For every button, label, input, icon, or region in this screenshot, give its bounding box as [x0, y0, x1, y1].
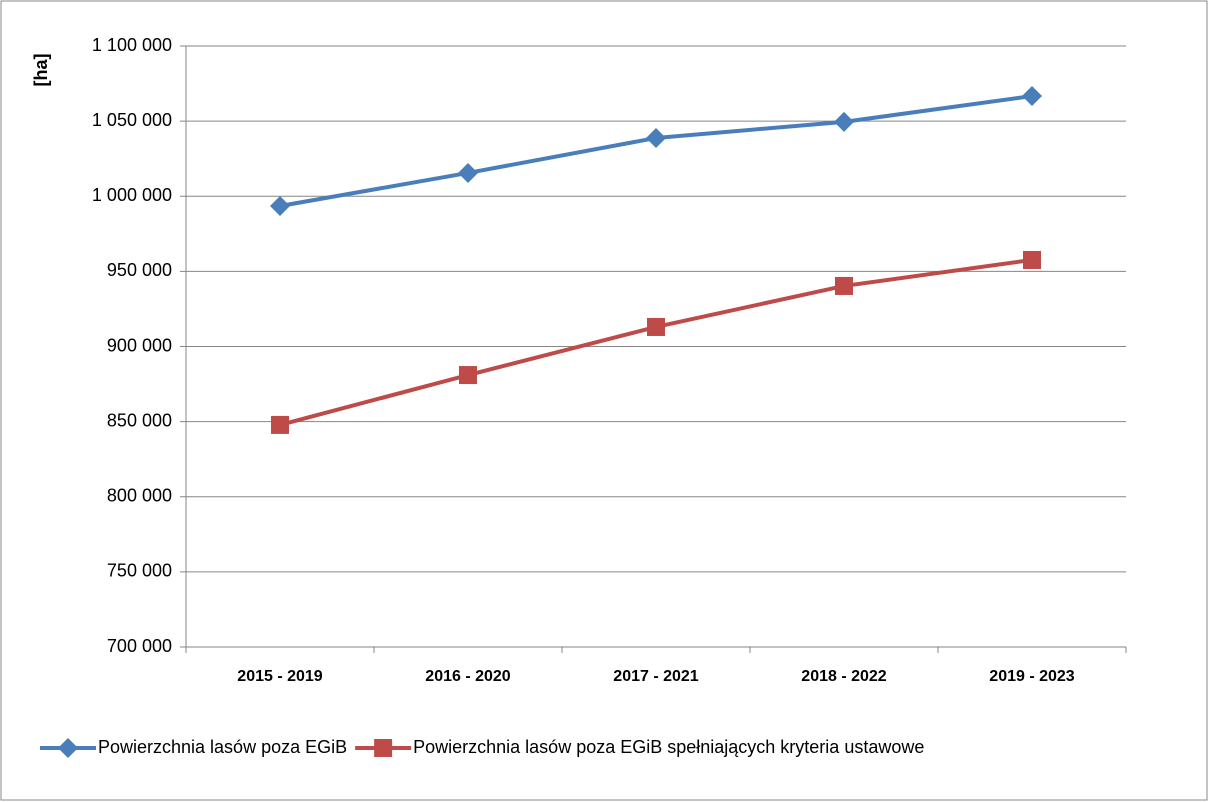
legend-label: Powierzchnia lasów poza EGiB spełniający…	[413, 737, 924, 757]
y-tick-label: 850 000	[107, 410, 172, 430]
data-point	[271, 415, 289, 434]
data-point	[458, 162, 478, 183]
y-tick-label: 1 050 000	[92, 110, 172, 130]
x-tick-label: 2016 - 2020	[425, 668, 511, 685]
legend-marker	[58, 738, 78, 758]
data-point	[1023, 250, 1041, 269]
data-point	[1022, 86, 1042, 107]
y-tick-label: 1 000 000	[92, 185, 172, 205]
x-tick-label: 2018 - 2022	[801, 668, 887, 685]
x-tick-label: 2017 - 2021	[613, 668, 699, 685]
legend-marker	[374, 739, 393, 757]
y-tick-label: 950 000	[107, 260, 172, 280]
y-tick-label: 800 000	[107, 486, 172, 506]
legend-label: Powierzchnia lasów poza EGiB	[98, 737, 347, 757]
y-tick-label: 900 000	[107, 335, 172, 355]
y-tick-label: 1 100 000	[92, 35, 172, 55]
data-point	[647, 317, 665, 336]
y-axis-label: [ha]	[31, 54, 51, 87]
x-tick-label: 2015 - 2019	[237, 668, 323, 685]
data-point	[646, 127, 666, 148]
y-tick-label: 750 000	[107, 561, 172, 581]
x-tick-label: 2019 - 2023	[989, 668, 1075, 685]
data-point	[835, 276, 853, 295]
y-tick-label: 700 000	[107, 636, 172, 656]
data-point	[270, 196, 290, 217]
data-point	[834, 111, 854, 132]
data-point	[459, 366, 477, 385]
